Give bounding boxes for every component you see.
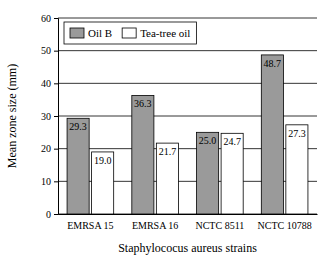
y-tick-label: 60 [41,13,51,24]
bars [67,55,308,214]
legend-swatch [122,28,136,38]
y-axis-line [54,19,59,215]
y-tick: 10 [41,176,58,187]
bar [156,143,178,214]
y-tick: 50 [41,45,58,56]
x-tick: EMRSA 16 [132,214,178,231]
data-label: 21.7 [159,146,177,157]
y-tick-mark [54,116,58,117]
bar [197,132,219,214]
bar [261,55,283,214]
y-tick-label: 50 [41,45,51,56]
legend-label: Tea-tree oil [140,27,190,39]
x-tick-label: NCTC 8511 [195,220,244,231]
grid-line [58,18,317,19]
x-tick: NCTC 10788 [258,214,312,231]
bar [67,118,89,214]
data-label: 48.7 [264,58,282,69]
x-tick-label: NCTC 10788 [258,220,312,231]
legend-label: Oil B [88,27,112,39]
legend: Oil B Tea-tree oil [64,22,196,44]
y-tick: 60 [41,13,58,24]
data-label: 27.3 [288,128,306,139]
chart: 29.3 36.3 25.0 48.7 19.0 21.7 24.7 27.3 0 10 20 30 4… [0,0,325,280]
y-tick: 20 [41,143,58,154]
grid [58,18,317,214]
bar [132,95,154,214]
y-tick-mark [54,83,58,84]
x-axis-title: Staphylococus aureus strains [118,241,257,255]
y-tick-label: 40 [41,78,51,89]
y-axis-title: Mean zone size (mm) [5,64,19,168]
y-tick: 30 [41,111,58,122]
x-axis: EMRSA 15 EMRSA 16 NCTC 8511 NCTC 10788 [59,214,318,231]
data-label: 25.0 [199,135,217,146]
y-tick: 0 [46,209,58,220]
x-axis-line [59,214,318,215]
y-tick-mark [54,214,58,215]
y-tick-label: 0 [46,209,51,220]
y-tick-mark [54,51,58,52]
legend-swatch [70,28,84,38]
bar [286,125,308,214]
y-tick-label: 30 [41,111,51,122]
y-tick-mark [54,181,58,182]
x-tick: EMRSA 15 [67,214,113,231]
bar [221,133,243,214]
data-label: 29.3 [69,121,87,132]
data-label: 19.0 [94,155,112,166]
data-labels: 29.3 36.3 25.0 48.7 19.0 21.7 24.7 27.3 [69,58,305,166]
bar [92,152,114,214]
y-tick-mark [54,149,58,150]
y-tick-mark [54,18,58,19]
y-axis: 0 10 20 30 40 50 60 [41,13,59,220]
y-tick-label: 10 [41,176,51,187]
grid-line [58,50,317,51]
plot: 29.3 36.3 25.0 48.7 19.0 21.7 24.7 27.3 0 10 20 30 4… [41,13,318,231]
x-tick-label: EMRSA 15 [67,220,113,231]
x-tick: NCTC 8511 [195,214,244,231]
y-tick: 40 [41,78,58,89]
legend-box [64,22,196,44]
data-label: 24.7 [223,136,241,147]
data-label: 36.3 [134,98,152,109]
x-tick-label: EMRSA 16 [132,220,178,231]
y-tick-label: 20 [41,143,51,154]
